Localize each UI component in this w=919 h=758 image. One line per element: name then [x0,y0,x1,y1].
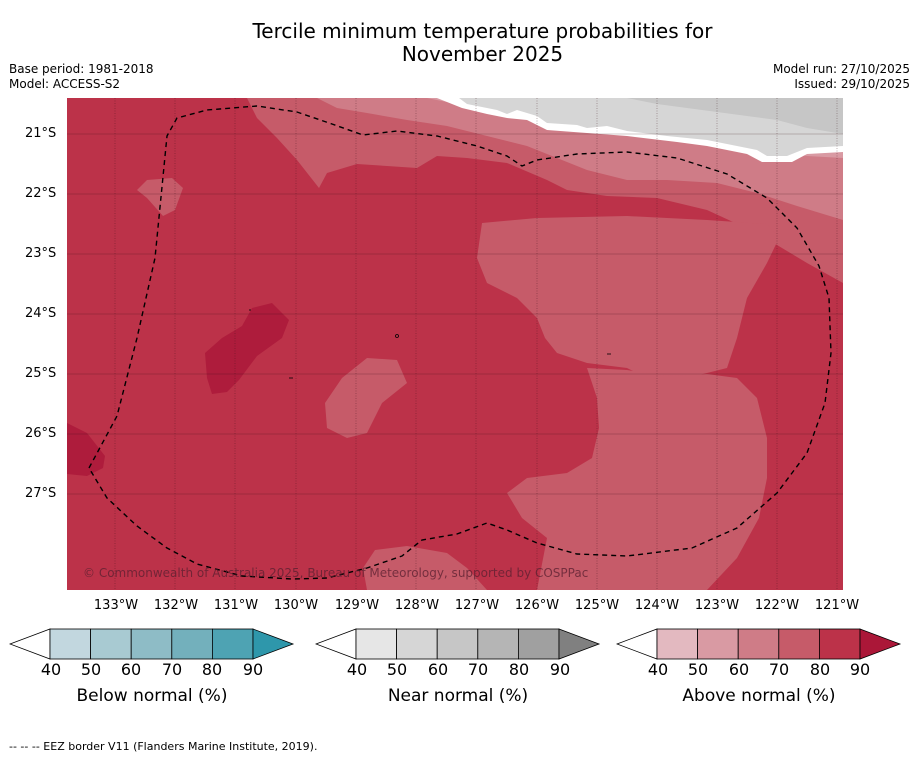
lat-label-21s: 21°S [25,126,57,141]
colorbar-below [9,628,295,660]
cbar-below-tick: 80 [201,660,223,679]
meta-left: Base period: 1981-2018 Model: ACCESS-S2 [9,62,154,92]
cbar-near-tick: 90 [549,660,571,679]
cbar-near-tick: 60 [427,660,449,679]
cbar-below-tick: 70 [161,660,183,679]
lon-label-128w: 128°W [394,598,440,613]
colorbar-segment [697,628,739,660]
lat-label-23s: 23°S [25,246,57,261]
lat-label-26s: 26°S [25,426,57,441]
field-above-70-central [477,216,779,378]
lon-label-122w: 122°W [754,598,800,613]
cbar-near-tick: 80 [508,660,530,679]
eez-footnote: -- -- -- EEZ border V11 (Flanders Marine… [9,740,318,753]
title-line-2: November 2025 [401,42,564,66]
map-title: Tercile minimum temperature probabilitie… [0,20,919,66]
cbar-above-tick: 60 [728,660,750,679]
small-islands [249,309,611,379]
meta-right: Model run: 27/10/2025 Issued: 29/10/2025 [773,62,910,92]
cbar-near-tick: 50 [386,660,408,679]
colorbar-extend-high [558,628,601,660]
colorbar-segment [818,628,861,660]
colorbar-segment [477,628,519,660]
colorbar-above [616,628,902,660]
cbar-below-tick: 60 [120,660,142,679]
colorbar-near [315,628,601,660]
colorbar-segment [778,628,820,660]
field-above-90-edge [67,423,105,476]
graticule-lat [67,133,843,495]
model-name: Model: ACCESS-S2 [9,77,121,91]
colorbar-segment [517,628,560,660]
lat-label-22s: 22°S [25,186,57,201]
cbar-below-tick: 90 [242,660,264,679]
colorbar-segment [211,628,254,660]
cbar-above-tick: 70 [768,660,790,679]
cbar-above-tick: 50 [687,660,709,679]
cbar-above-title: Above normal (%) [682,686,836,706]
lon-label-125w: 125°W [574,598,620,613]
lon-label-130w: 130°W [273,598,319,613]
cbar-above-tick: 80 [809,660,831,679]
colorbar-segment [355,628,397,660]
model-run: Model run: 27/10/2025 [772,62,910,76]
copyright-notice: © Commonwealth of Australia 2025, Bureau… [83,566,589,580]
field-above-70-small [137,178,183,216]
colorbar-segment [171,628,213,660]
graticule [114,98,838,590]
lon-label-131w: 131°W [213,598,259,613]
lon-label-133w: 133°W [93,598,139,613]
lon-label-123w: 123°W [694,598,740,613]
colorbar-segment [130,628,173,660]
colorbar-extend-high [859,628,902,660]
lon-label-126w: 126°W [514,598,560,613]
title-line-1: Tercile minimum temperature probabilitie… [252,19,713,43]
map-canvas [67,98,843,590]
eez-border [88,105,832,580]
cbar-above-tick: 40 [647,660,669,679]
colorbar-segment [656,628,698,660]
colorbar-segment [737,628,780,660]
colorbar-segment [49,628,91,660]
field-above-70-sw-patch [363,546,487,590]
lon-label-129w: 129°W [334,598,380,613]
field-white-gap [437,98,843,162]
cbar-above-tick: 90 [849,660,871,679]
cbar-below-tick: 50 [80,660,102,679]
lat-label-24s: 24°S [25,306,57,321]
field-above-90-west [205,303,289,394]
colorbar-extend-low [616,628,658,660]
lat-label-27s: 27°S [25,486,57,501]
colorbar-segment [436,628,479,660]
lon-label-121w: 121°W [814,598,860,613]
issued-date: Issued: 29/10/2025 [794,77,910,91]
lat-label-25s: 25°S [25,366,57,381]
cbar-below-tick: 40 [40,660,62,679]
colorbar-extend-high [252,628,295,660]
cbar-near-tick: 40 [346,660,368,679]
lon-label-127w: 127°W [454,598,500,613]
field-near-60 [627,98,843,134]
cbar-below-title: Below normal (%) [76,686,228,706]
field-above-70-south [507,368,767,590]
map-panel: © Commonwealth of Australia 2025, Bureau… [67,98,843,590]
lon-label-124w: 124°W [634,598,680,613]
cbar-near-title: Near normal (%) [387,686,529,706]
colorbar-segment [396,628,438,660]
lon-label-132w: 132°W [153,598,199,613]
colorbar-extend-low [9,628,51,660]
cbar-near-tick: 70 [467,660,489,679]
colorbar-segment [90,628,132,660]
field-above-70-west-patch [325,358,407,438]
base-period: Base period: 1981-2018 [9,62,154,76]
colorbar-extend-low [315,628,357,660]
